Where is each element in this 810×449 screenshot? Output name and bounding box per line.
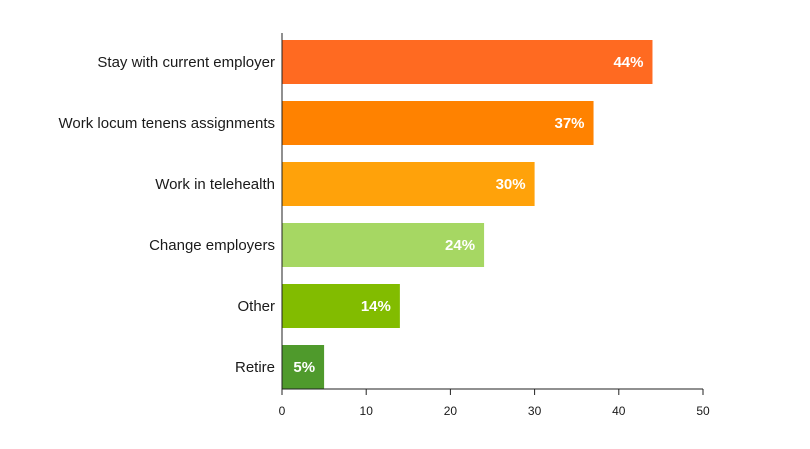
- data-labels: 44% 37% 30% 24% 14% 5%: [293, 54, 643, 376]
- category-label-2: Work in telehealth: [155, 176, 275, 193]
- bars-group: [282, 40, 653, 389]
- axes: 0 10 20 30 40 50: [279, 33, 710, 418]
- data-label-5: 5%: [293, 359, 315, 376]
- category-label-0: Stay with current employer: [97, 54, 275, 71]
- data-label-1: 37%: [555, 115, 585, 132]
- category-labels: Stay with current employer Work locum ten…: [59, 54, 275, 376]
- data-label-3: 24%: [445, 237, 475, 254]
- category-label-4: Other: [237, 298, 275, 315]
- x-tick-label-5: 50: [696, 404, 710, 418]
- x-tick-label-4: 40: [612, 404, 626, 418]
- data-label-2: 30%: [496, 176, 526, 193]
- category-label-1: Work locum tenens assignments: [59, 115, 275, 132]
- category-label-5: Retire: [235, 359, 275, 376]
- x-tick-label-1: 10: [360, 404, 374, 418]
- bar-3: [282, 223, 485, 267]
- bar-5: [282, 345, 325, 389]
- bar-2: [282, 162, 535, 206]
- x-tick-label-2: 20: [444, 404, 458, 418]
- x-tick-label-3: 30: [528, 404, 542, 418]
- x-tick-label-0: 0: [279, 404, 286, 418]
- category-label-3: Change employers: [149, 237, 275, 254]
- data-label-4: 14%: [361, 298, 391, 315]
- data-label-0: 44%: [613, 54, 643, 71]
- bar-1: [282, 101, 594, 145]
- bar-0: [282, 40, 653, 84]
- bar-4: [282, 284, 400, 328]
